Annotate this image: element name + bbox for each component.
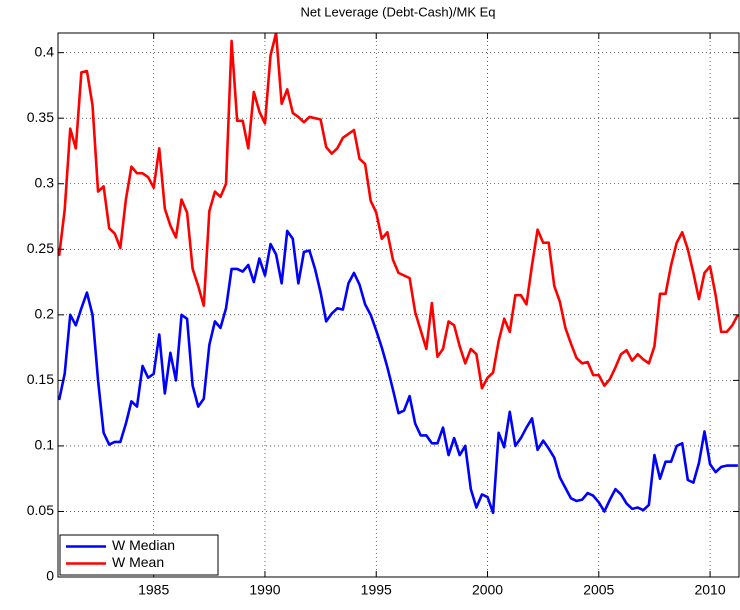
ticks: 0 0.05 0.1 0.15 0.2 0.25 0.3 0.35 0.4 1985 1990 199…: [27, 33, 739, 598]
y-tick-label: 0: [46, 568, 54, 584]
chart-title: Net Leverage (Debt-Cash)/MK Eq: [300, 4, 495, 19]
y-tick-label: 0.25: [27, 240, 54, 256]
y-tick-label: 0.2: [35, 306, 55, 322]
y-tick-label: 0.1: [35, 437, 55, 453]
y-tick-label: 0.35: [27, 109, 54, 125]
series-line: [58, 229, 738, 515]
y-tick-label: 0.3: [35, 174, 55, 190]
x-tick-label: 1995: [361, 582, 392, 598]
y-tick-label: 0.4: [35, 43, 55, 59]
grid: [58, 33, 739, 578]
legend-box: [59, 534, 219, 576]
x-tick-label: 1990: [249, 582, 280, 598]
x-tick-label: 1985: [138, 582, 169, 598]
axes-box: [57, 32, 740, 578]
x-tick-label: 2000: [472, 582, 503, 598]
y-tick-label: 0.15: [27, 371, 54, 387]
legend-label: W Median: [112, 537, 175, 553]
x-tick-label: 2010: [694, 582, 725, 598]
y-tick-label: 0.05: [27, 502, 54, 518]
legend-label: W Mean: [112, 554, 164, 570]
x-tick-label: 2005: [583, 582, 614, 598]
plot-lines: [58, 33, 739, 515]
series-line: [58, 33, 739, 390]
